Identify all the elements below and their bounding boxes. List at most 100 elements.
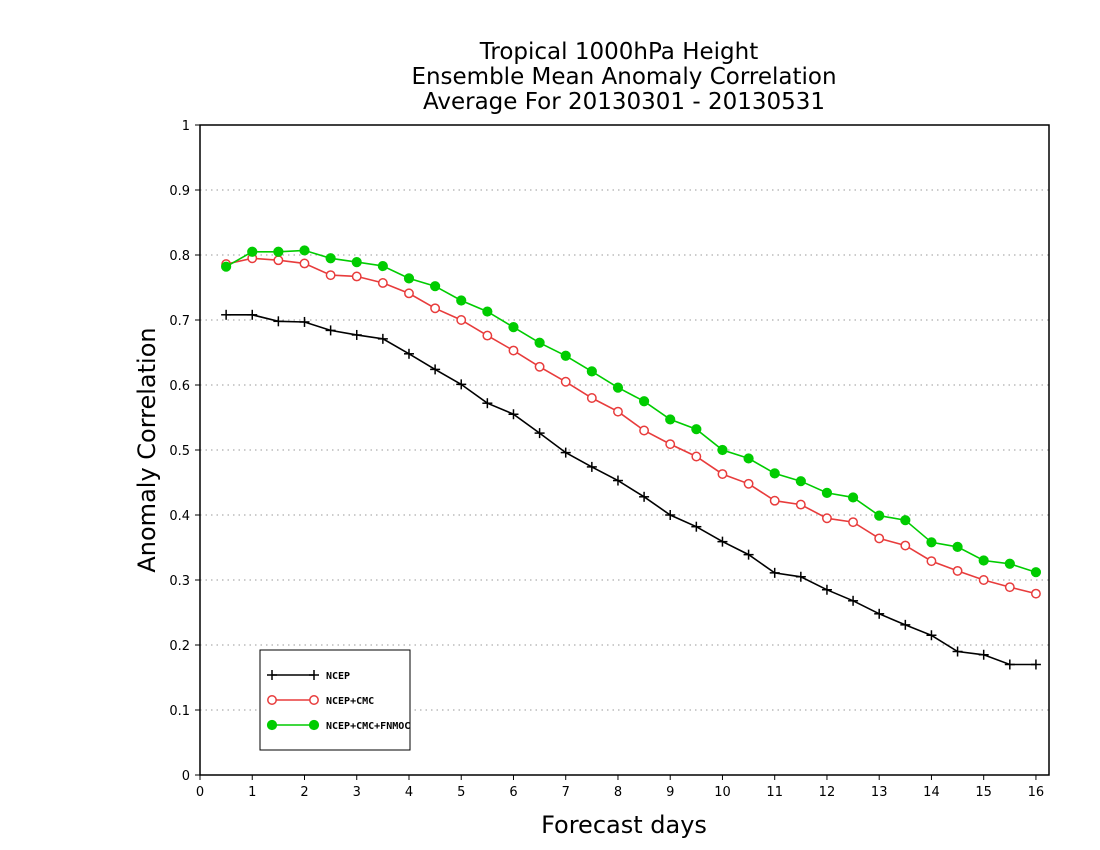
data-point xyxy=(482,330,493,341)
data-point xyxy=(403,273,415,284)
data-point xyxy=(430,281,441,292)
data-point xyxy=(377,260,388,272)
data-point xyxy=(1004,558,1015,569)
x-tick-label: 3 xyxy=(353,785,361,800)
data-point xyxy=(247,246,258,257)
data-point xyxy=(325,270,336,281)
data-point xyxy=(430,364,441,375)
legend-marker xyxy=(309,670,319,680)
legend-entry: NCEP xyxy=(267,670,350,682)
y-tick-label: 0.9 xyxy=(169,184,190,199)
y-tick-label: 0.8 xyxy=(169,249,190,264)
x-axis-label: Forecast days xyxy=(541,811,707,839)
data-point xyxy=(821,487,833,498)
data-point xyxy=(743,453,754,464)
data-point xyxy=(325,253,336,264)
data-point xyxy=(351,329,362,340)
data-point xyxy=(874,510,885,521)
data-point xyxy=(560,447,571,458)
x-tick-label: 9 xyxy=(666,785,674,800)
data-point xyxy=(665,439,676,450)
data-point xyxy=(639,491,650,502)
data-point xyxy=(221,309,232,320)
data-point xyxy=(952,646,963,657)
data-point xyxy=(900,619,911,630)
data-point xyxy=(926,630,937,641)
legend-marker xyxy=(267,695,277,705)
legend: NCEP NCEP+CMC NCEP+CMC+FNMOC xyxy=(259,649,411,751)
data-point xyxy=(717,536,728,547)
data-point xyxy=(403,348,414,359)
y-tick-label: 0.3 xyxy=(169,574,190,589)
data-point xyxy=(638,396,650,407)
data-point xyxy=(769,567,780,578)
data-point xyxy=(456,295,467,306)
data-point xyxy=(1030,567,1042,578)
data-point xyxy=(1030,588,1041,599)
data-point xyxy=(952,565,963,576)
x-tick-label: 16 xyxy=(1028,785,1045,800)
legend-label: NCEP+CMC+FNMOC xyxy=(326,721,410,732)
series-line xyxy=(225,257,1037,595)
legend-marker xyxy=(267,670,277,680)
x-tick-label: 7 xyxy=(562,785,570,800)
data-point xyxy=(691,424,702,435)
legend-label: NCEP+CMC xyxy=(326,696,374,707)
data-point xyxy=(351,271,362,282)
data-point xyxy=(273,316,284,327)
data-point xyxy=(717,444,728,456)
data-point xyxy=(743,549,754,560)
y-tick-label: 0.4 xyxy=(169,509,190,524)
y-tick-label: 1 xyxy=(182,119,190,134)
data-point xyxy=(586,461,597,472)
y-tick-label: 0 xyxy=(182,769,190,784)
x-tick-label: 1 xyxy=(248,785,256,800)
x-tick-label: 8 xyxy=(614,785,622,800)
data-point xyxy=(795,571,806,582)
legend-label: NCEP xyxy=(326,671,350,682)
data-point xyxy=(508,409,519,420)
data-point xyxy=(821,584,832,595)
y-tick-label: 0.2 xyxy=(169,639,190,654)
data-point xyxy=(508,345,519,356)
data-point xyxy=(560,376,571,387)
title-line-2: Ensemble Mean Anomaly Correlation xyxy=(411,64,836,90)
data-point xyxy=(482,306,493,317)
data-point xyxy=(221,261,232,272)
data-point xyxy=(534,361,545,372)
x-tick-label: 11 xyxy=(766,785,783,800)
data-point xyxy=(795,476,806,487)
data-point xyxy=(404,288,414,299)
y-axis-ticks: 0 0.1 0.2 0.3 0.4 0.5 0.6 0.7 0.8 0.9 1 xyxy=(169,119,200,784)
data-point xyxy=(848,517,859,528)
data-point xyxy=(586,393,597,403)
legend-entry: NCEP+CMC xyxy=(267,695,374,707)
legend-marker xyxy=(308,719,320,731)
data-point xyxy=(926,537,937,548)
data-point xyxy=(874,608,885,619)
series-1 xyxy=(221,253,1041,599)
x-tick-label: 12 xyxy=(819,785,836,800)
data-point xyxy=(351,257,362,268)
series-line xyxy=(226,313,1036,666)
data-point xyxy=(482,398,493,409)
y-tick-label: 0.7 xyxy=(169,314,190,329)
data-point xyxy=(612,475,623,486)
series-0 xyxy=(221,309,1041,670)
data-point xyxy=(952,541,963,552)
data-point xyxy=(900,515,911,526)
title-line-1: Tropical 1000hPa Height xyxy=(479,39,759,65)
data-point xyxy=(978,575,989,585)
data-point xyxy=(639,425,650,436)
data-point xyxy=(430,303,441,314)
data-point xyxy=(456,315,467,325)
legend-marker xyxy=(309,695,319,705)
data-point xyxy=(560,350,571,361)
x-tick-label: 15 xyxy=(975,785,992,800)
data-point xyxy=(769,495,780,506)
data-point xyxy=(665,414,676,425)
x-tick-label: 0 xyxy=(196,785,204,800)
y-tick-label: 0.1 xyxy=(169,704,190,719)
data-point xyxy=(247,309,258,320)
